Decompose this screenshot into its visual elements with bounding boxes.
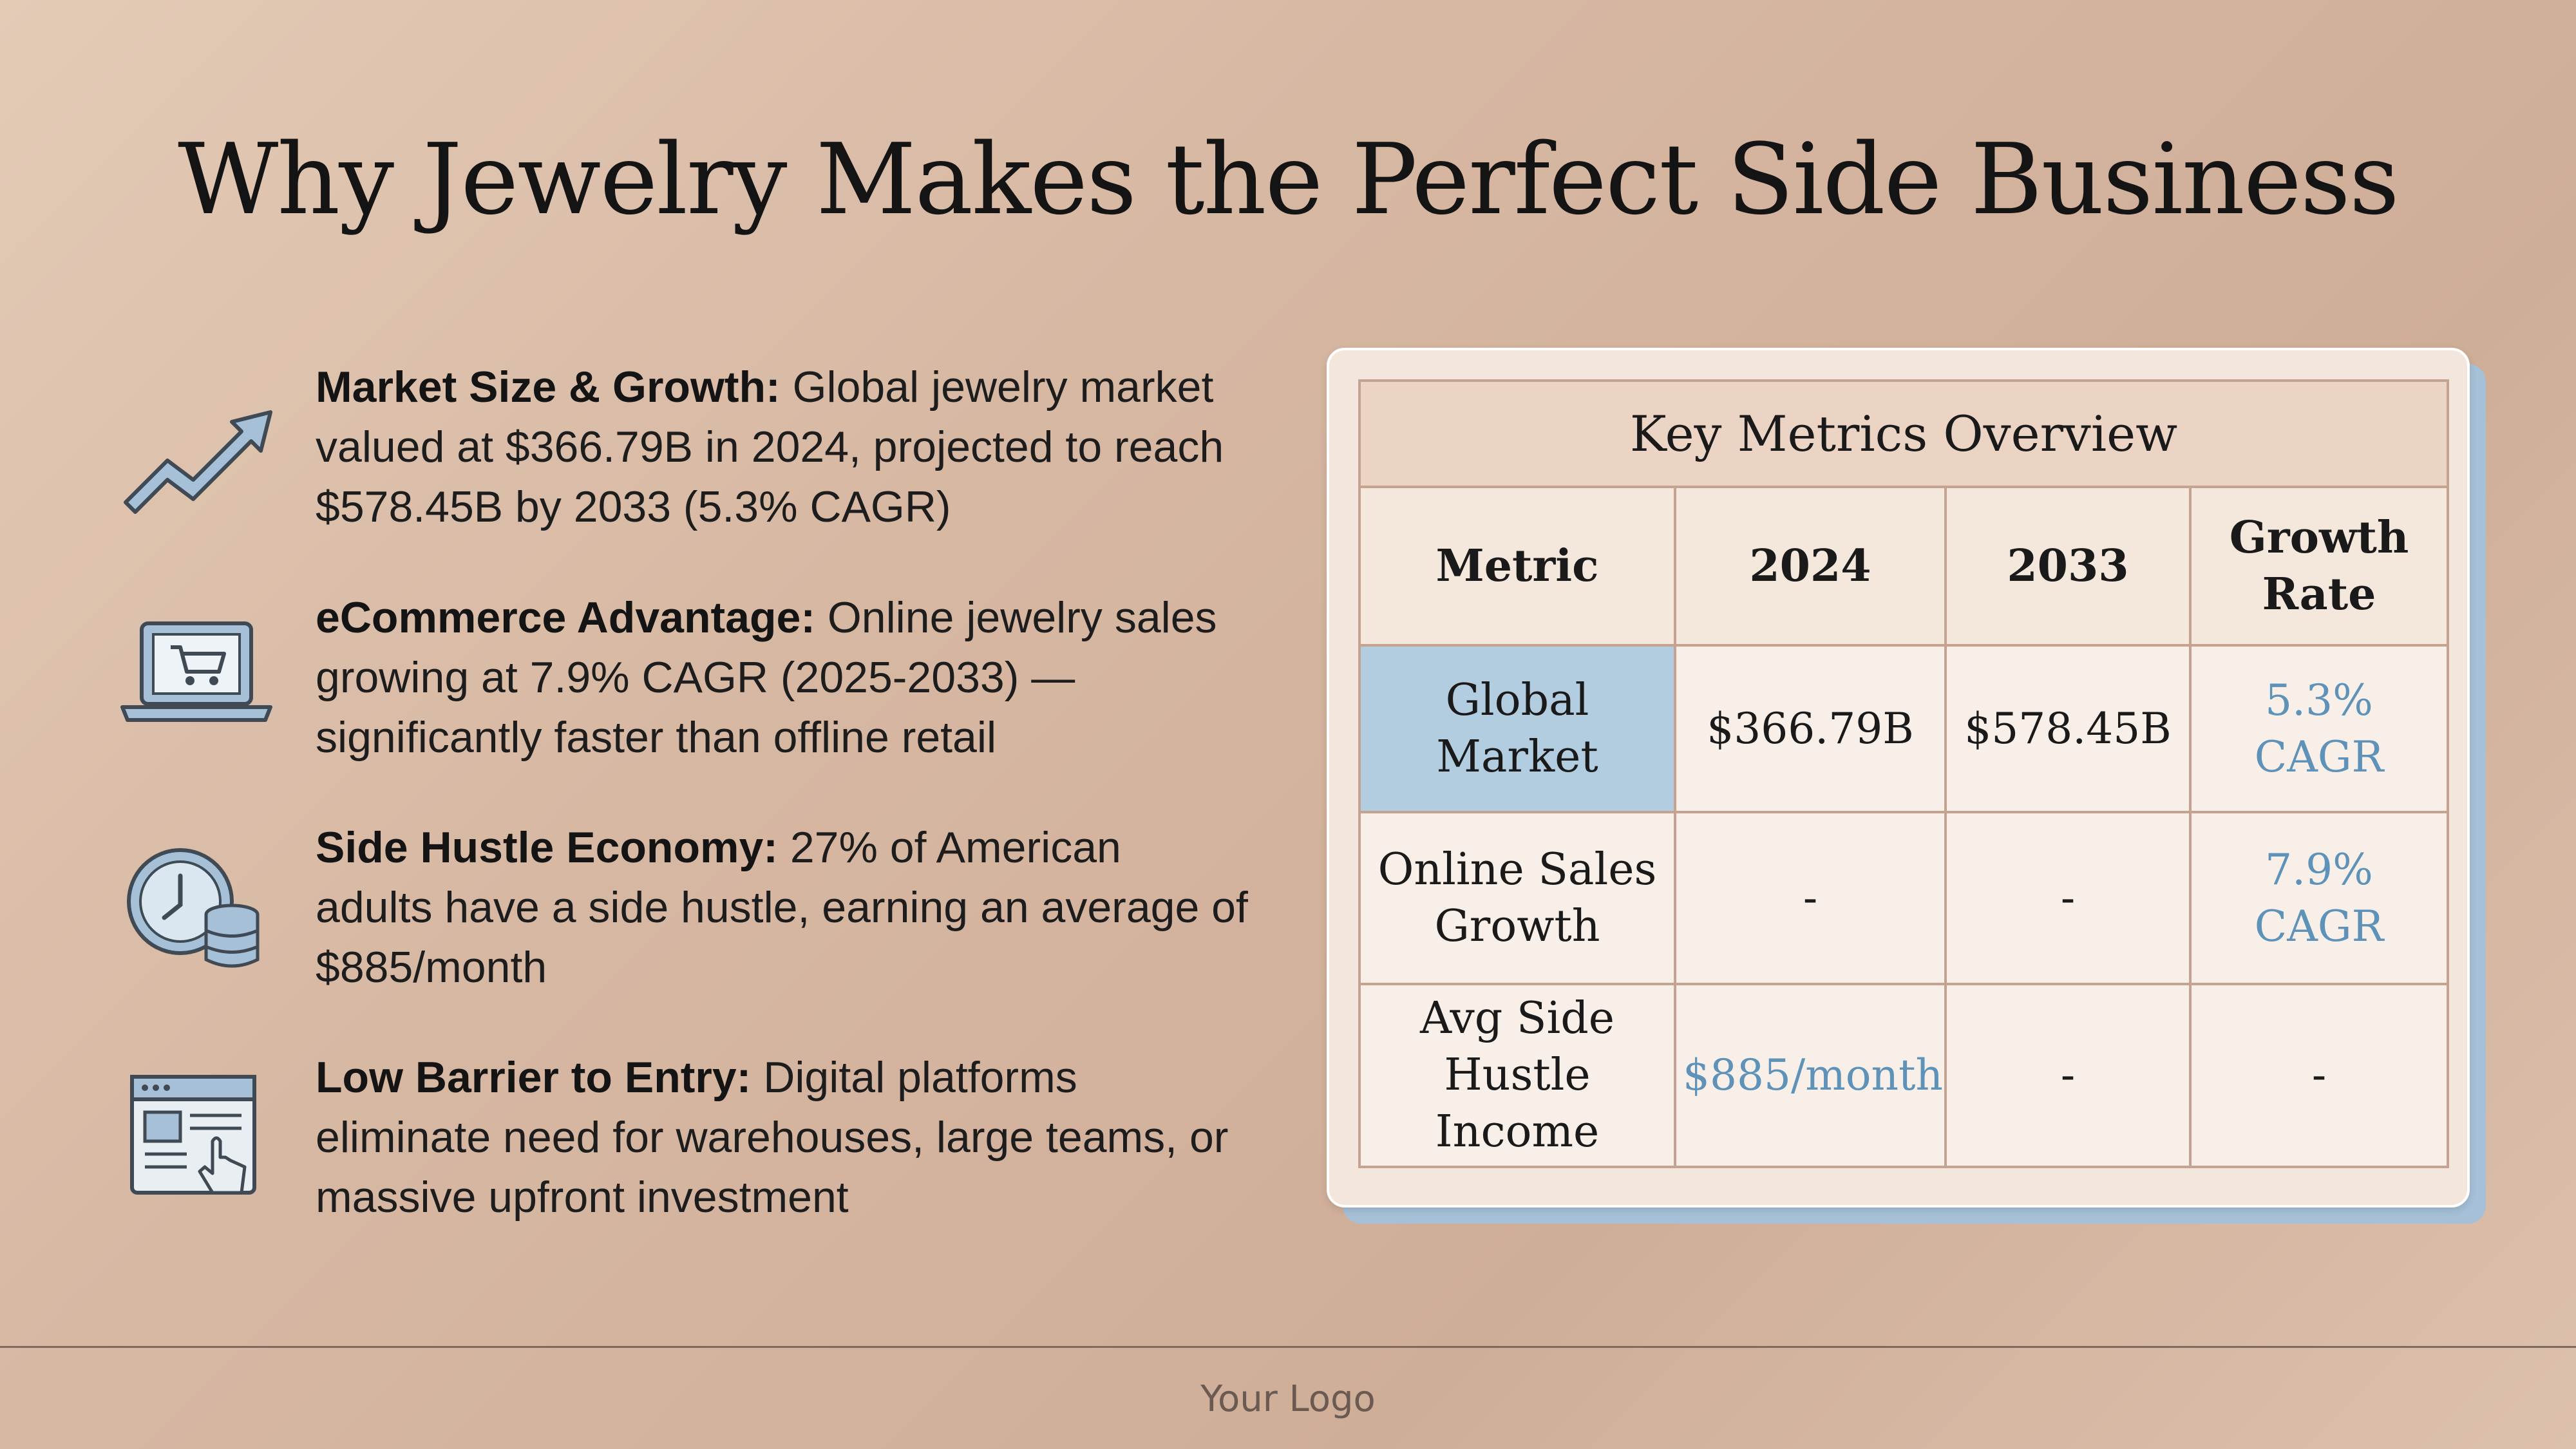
clock-coins-icon [116,831,277,979]
table-cell: - [2188,983,2450,1168]
column-header: 2024 [1674,486,1947,647]
footer-divider [0,1346,2576,1348]
page-title: Why Jewelry Makes the Perfect Side Busin… [178,122,2400,236]
feature-body: Online jewelry sales growing at 7.9% CAG… [316,593,1217,762]
table-row: Online Sales Growth - - 7.9% CAGR [1358,811,2450,986]
table-cell: $366.79B [1674,643,1947,814]
row-label: Global Market [1358,643,1676,814]
feature-item: Side Hustle Economy: 27% of American adu… [116,818,1275,1011]
row-label: Avg Side Hustle Income [1358,983,1676,1168]
table-cell: $885/month [1674,983,1947,1168]
feature-heading: Market Size & Growth: [316,363,781,412]
table-cell: - [1944,811,2192,986]
column-header: Growth Rate [2188,486,2450,647]
feature-heading: Low Barrier to Entry: [316,1053,752,1102]
column-header: Metric [1358,486,1676,647]
feature-body: 27% of American adults have a side hustl… [316,823,1248,992]
feature-heading: eCommerce Advantage: [316,593,815,642]
row-label: Online Sales Growth [1358,811,1676,986]
metrics-card: Key Metrics Overview Metric 2024 2033 Gr… [1327,348,2470,1208]
trend-up-arrow-icon [116,370,277,518]
feature-heading: Side Hustle Economy: [316,823,778,872]
table-cell: 7.9% CAGR [2188,811,2450,986]
table-cell: - [1674,811,1947,986]
feature-item: Low Barrier to Entry: Digital platforms … [116,1048,1275,1241]
table-cell: 5.3% CAGR [2188,643,2450,814]
table-row: Avg Side Hustle Income $885/month - - [1358,983,2450,1168]
feature-item: eCommerce Advantage: Online jewelry sale… [116,588,1275,781]
column-header: 2033 [1944,486,2192,647]
footer-logo: Your Logo [1200,1378,1376,1420]
table-caption: Key Metrics Overview [1358,379,2450,489]
feature-body: Digital platforms eliminate need for war… [316,1053,1229,1222]
table-cell: $578.45B [1944,643,2192,814]
table-row: Global Market $366.79B $578.45B 5.3% CAG… [1358,643,2450,814]
laptop-cart-icon [116,601,277,749]
table-cell: - [1944,983,2192,1168]
browser-click-icon [116,1061,277,1209]
metrics-table: Key Metrics Overview Metric 2024 2033 Gr… [1358,379,2450,1168]
feature-item: Market Size & Growth: Global jewelry mar… [116,357,1275,551]
feature-body: Global jewelry market valued at $366.79B… [316,363,1224,531]
